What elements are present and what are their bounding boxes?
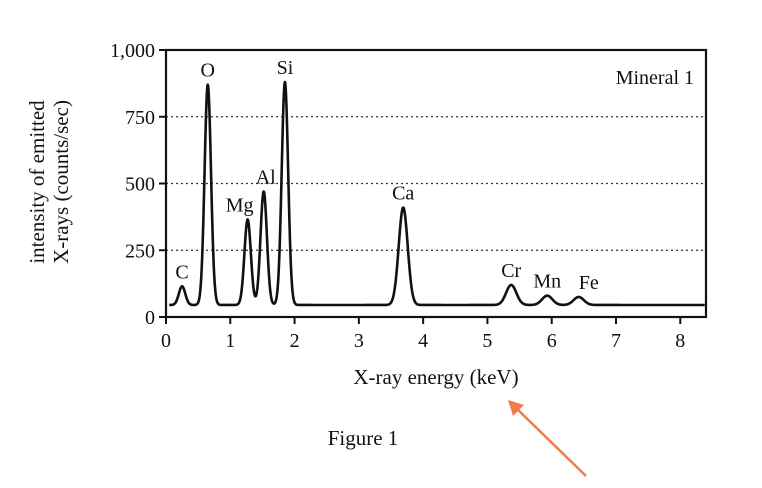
y-tick-label: 0 [145,307,155,329]
figure-caption: Figure 1 [328,426,399,450]
y-tick-label: 1,000 [110,40,155,62]
y-tick-label: 500 [125,174,155,196]
x-tick-label: 7 [611,330,621,352]
x-tick-label: 3 [354,330,364,352]
peak-label-o: O [201,60,215,82]
y-tick-label: 250 [125,240,155,262]
panel-label: Mineral 1 [616,67,694,89]
peak-label-ca: Ca [392,183,414,205]
peak-label-si: Si [277,57,294,79]
pointer-arrow-icon [508,400,587,477]
peak-label-fe: Fe [579,272,599,294]
x-tick-label: 4 [418,330,428,352]
axis-ticks: 0 250 500 750 1,000 0 1 2 3 4 5 6 7 8 [110,40,685,352]
spectrum-line [168,80,706,307]
peak-label-al: Al [256,167,276,189]
x-tick-label: 2 [290,330,300,352]
peak-label-c: C [175,261,188,283]
grid-lines [166,116,706,251]
peak-label-mn: Mn [533,271,561,293]
x-tick-label: 8 [675,330,685,352]
x-tick-label: 6 [547,330,557,352]
peak-label-mg: Mg [226,195,254,217]
peak-label-cr: Cr [501,260,521,282]
x-tick-label: 0 [161,330,171,352]
x-tick-label: 1 [225,330,235,352]
y-axis-title-line-1: intensity of emitted [25,100,49,264]
x-axis-title: X-ray energy (keV) [353,365,518,389]
y-axis-title-line-2: X-rays (counts/sec) [49,100,73,264]
y-tick-label: 750 [125,107,155,129]
x-tick-label: 5 [482,330,492,352]
